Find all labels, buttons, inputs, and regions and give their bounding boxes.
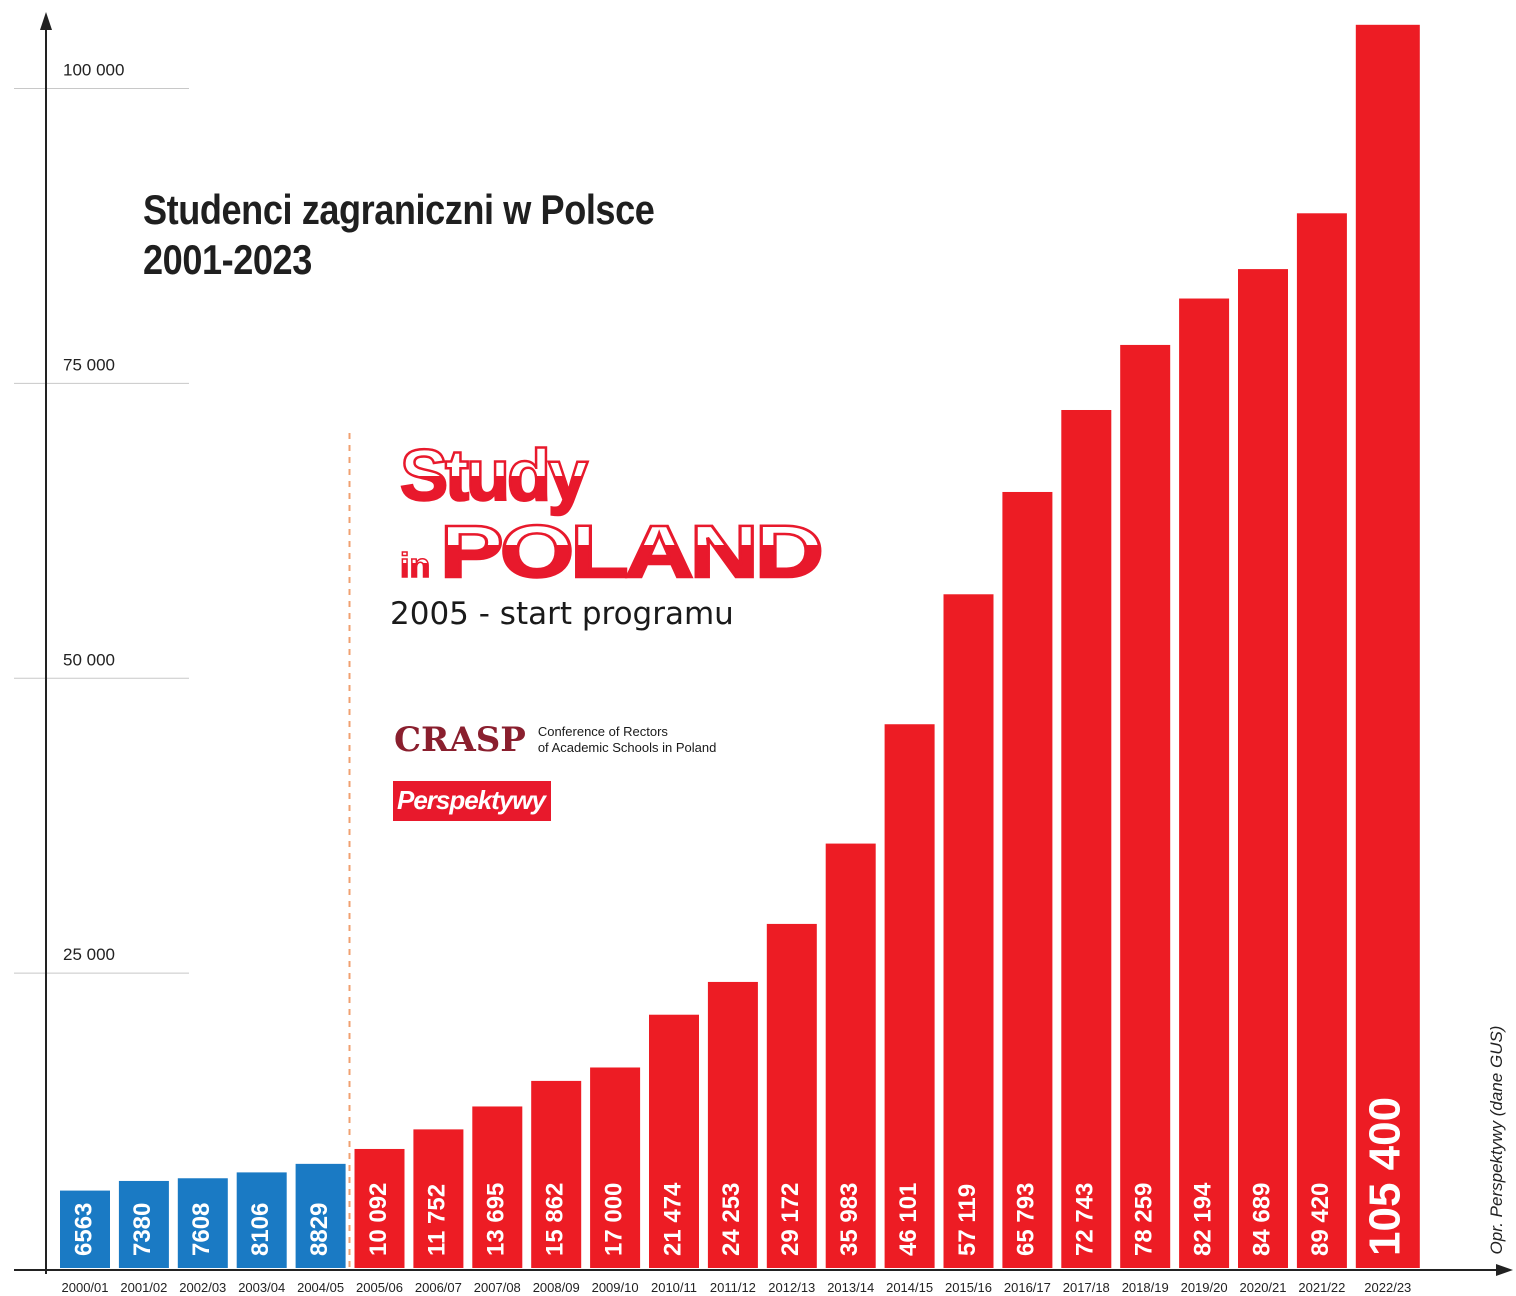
bar-value-label: 82 194 [1189, 1182, 1216, 1256]
study-logo-poland: POLAND [440, 510, 821, 592]
x-tick-label: 2006/07 [415, 1280, 462, 1295]
x-tick-label: 2016/17 [1004, 1280, 1051, 1295]
bar [1179, 298, 1230, 1269]
bar-value-label: 10 092 [365, 1183, 392, 1256]
study-logo-word: Study [400, 436, 588, 516]
bar-value-label: 6563 [70, 1203, 97, 1256]
x-tick-label: 2022/23 [1364, 1280, 1411, 1295]
study-in-poland-logo: Study in POLAND [399, 435, 825, 592]
study-logo-in: in [400, 547, 430, 585]
bar [1120, 344, 1171, 1269]
bar [943, 594, 994, 1268]
crasp-text-line2: of Academic Schools in Poland [537, 740, 717, 755]
bar [1002, 491, 1053, 1268]
x-tick-label: 2000/01 [62, 1280, 109, 1295]
crasp-text-line1: Conference of Rectors [537, 724, 668, 739]
bar-value-label: 13 695 [483, 1183, 510, 1256]
bar [531, 1080, 582, 1268]
y-tick-label: 100 000 [63, 61, 124, 80]
x-tick-label: 2012/13 [768, 1280, 815, 1295]
x-tick-label: 2009/10 [592, 1280, 639, 1295]
bar-value-label: 8829 [306, 1203, 333, 1256]
x-tick-label: 2014/15 [886, 1280, 933, 1295]
bar-value-label: 8106 [247, 1203, 274, 1256]
x-tick-label: 2007/08 [474, 1280, 521, 1295]
bar [825, 843, 876, 1268]
bar-value-label: 57 119 [954, 1184, 981, 1256]
bar [472, 1106, 523, 1268]
crasp-logo-text: Conference of Rectors of Academic School… [538, 724, 717, 756]
x-tick-label: 2015/16 [945, 1280, 992, 1295]
bar [1238, 269, 1288, 1268]
x-tick-label: 2004/05 [297, 1280, 344, 1295]
bar [354, 1148, 405, 1268]
y-tick-label: 50 000 [63, 650, 115, 669]
x-tick-label: 2002/03 [179, 1280, 226, 1295]
x-tick-label: 2011/12 [710, 1280, 756, 1295]
y-axis-arrow [40, 12, 52, 30]
y-tick-label: 25 000 [63, 945, 115, 964]
x-tick-label: 2001/02 [120, 1280, 167, 1295]
crasp-logo: CRASP Conference of Rectors of Academic … [394, 720, 716, 760]
crasp-logo-mark: CRASP [394, 720, 526, 760]
x-tick-label: 2005/06 [356, 1280, 403, 1295]
bar [1355, 24, 1420, 1268]
chart-title-line1: Studenci zagraniczni w Polsce [143, 186, 655, 233]
bar [413, 1129, 464, 1268]
bar [766, 923, 817, 1268]
bar-value-label: 24 253 [718, 1183, 745, 1256]
bar-value-label: 105 400 [1360, 1097, 1409, 1256]
bar-value-label: 89 420 [1307, 1183, 1334, 1256]
bar-value-label: 15 862 [542, 1183, 569, 1256]
x-axis-arrow [1496, 1264, 1513, 1276]
bar [649, 1014, 699, 1268]
x-tick-label: 2010/11 [651, 1280, 697, 1295]
chart-title-line2: 2001-2023 [143, 236, 312, 283]
perspektywy-logo: Perspektywy [393, 781, 551, 821]
x-tick-label: 2021/22 [1298, 1280, 1345, 1295]
bar-value-label: 84 689 [1248, 1183, 1275, 1256]
x-tick-label: 2017/18 [1063, 1280, 1110, 1295]
bar-value-label: 78 259 [1131, 1183, 1158, 1256]
bar [884, 724, 935, 1268]
x-tick-label: 2019/20 [1181, 1280, 1228, 1295]
x-tick-label: 2003/04 [238, 1280, 285, 1295]
y-tick-label: 75 000 [63, 355, 115, 374]
bar [236, 1172, 287, 1268]
bar-value-label: 72 743 [1072, 1183, 1099, 1256]
x-tick-label: 2013/14 [827, 1280, 874, 1295]
bar [118, 1180, 169, 1268]
bar-value-label: 21 474 [659, 1182, 686, 1256]
bar-value-label: 11 752 [424, 1184, 451, 1256]
bar [177, 1178, 228, 1268]
bar [1061, 409, 1112, 1268]
x-tick-label: 2018/19 [1122, 1280, 1169, 1295]
bar-value-label: 35 983 [836, 1183, 863, 1256]
bar-value-label: 29 172 [777, 1183, 804, 1256]
bar-value-label: 17 000 [600, 1183, 627, 1256]
bar-value-label: 7380 [129, 1203, 156, 1256]
chart-title: Studenci zagraniczni w Polsce 2001-2023 [143, 185, 655, 285]
bar [295, 1163, 346, 1268]
bar [1296, 213, 1347, 1268]
program-start-label: 2005 - start programu [390, 596, 734, 632]
source-note: Opr. Perspektywy (dane GUS) [1487, 1025, 1506, 1255]
bar [590, 1067, 641, 1268]
x-tick-label: 2008/09 [533, 1280, 580, 1295]
bar-value-label: 46 101 [895, 1183, 922, 1256]
bar [60, 1190, 110, 1268]
x-tick-label: 2020/21 [1240, 1280, 1287, 1295]
bar-value-label: 7608 [188, 1203, 215, 1256]
bar [707, 981, 758, 1268]
bar-value-label: 65 793 [1013, 1183, 1040, 1256]
